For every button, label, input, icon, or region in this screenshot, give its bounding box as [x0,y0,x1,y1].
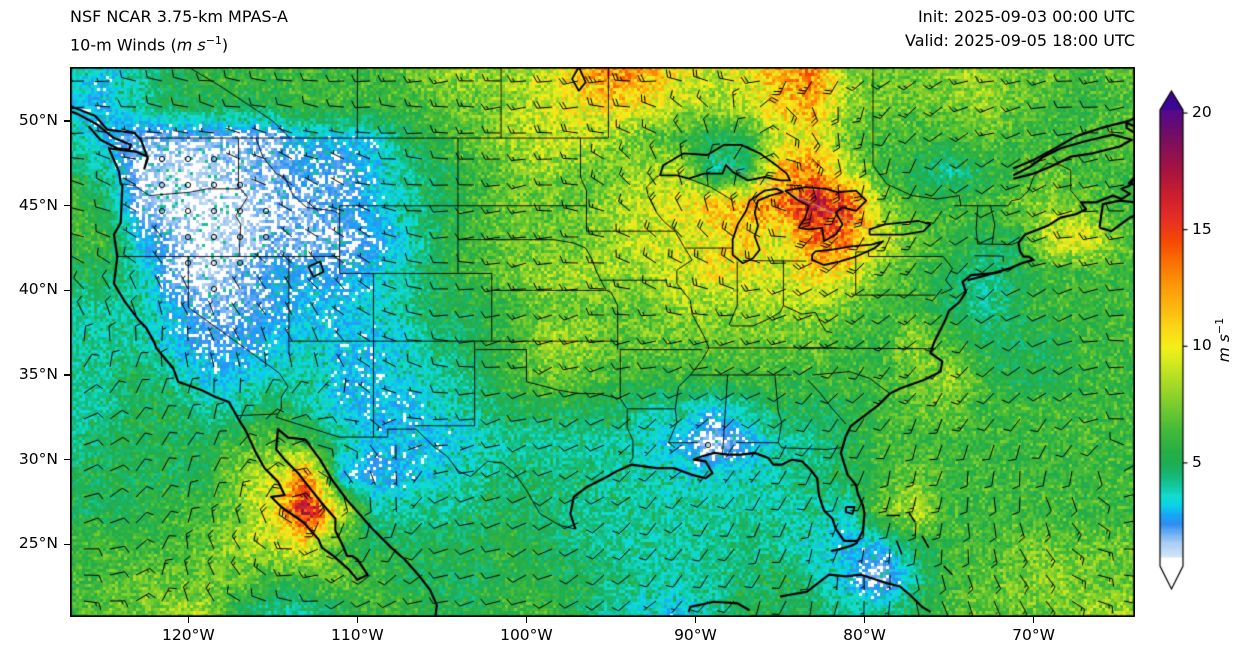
subtitle-units-exponent: −1 [205,34,222,47]
lon-tick-mark [863,617,866,623]
colorbar-tick-label: 20 [1192,103,1212,122]
lat-tick-label: 35°N [18,365,58,383]
lat-tick-mark [64,458,70,461]
lat-tick-label: 45°N [18,195,58,214]
lat-tick-mark [64,543,70,545]
lon-tick-label: 100°W [500,626,553,644]
lon-tick-mark [694,617,697,623]
plot-title: NSF NCAR 3.75-km MPAS-A [70,7,288,26]
wind-speed-map-canvas [70,67,1135,617]
colorbar-tick-label: 10 [1192,336,1212,355]
lon-tick-label: 110°W [331,626,384,644]
valid-timestamp: Valid: 2025-09-05 18:00 UTC [904,31,1135,50]
lon-tick-label: 90°W [674,626,717,644]
lon-tick-label: 80°W [843,626,886,644]
colorbar-units-label: m s−1 [1212,317,1234,363]
colorbar-canvas [1148,60,1248,620]
lat-tick-mark [64,289,70,292]
lat-tick-mark [64,374,70,376]
colorbar-area [1148,60,1248,620]
lon-tick-label: 120°W [161,626,215,644]
lon-tick-mark [187,617,190,623]
lat-tick-mark [64,205,70,207]
lat-tick-label: 50°N [18,111,58,130]
lat-tick-label: 30°N [18,449,58,468]
map-area [70,67,1135,617]
subtitle-suffix: ) [221,35,229,55]
lon-tick-mark [356,617,359,623]
lat-tick-mark [64,120,70,122]
colorbar-tick-label: 15 [1192,219,1212,238]
lat-tick-label: 40°N [18,280,58,299]
subtitle-prefix: 10-m Winds ( [70,35,177,55]
subtitle-units: m s [176,35,206,55]
plot-subtitle: 10-m Winds (m s−1) [70,31,228,55]
lon-tick-mark [525,617,528,623]
lat-tick-label: 25°N [18,534,58,553]
lon-tick-mark [1032,617,1035,623]
lon-tick-label: 70°W [1012,626,1055,644]
init-timestamp: Init: 2025-09-03 00:00 UTC [917,7,1135,26]
colorbar-tick-label: 5 [1192,452,1202,471]
